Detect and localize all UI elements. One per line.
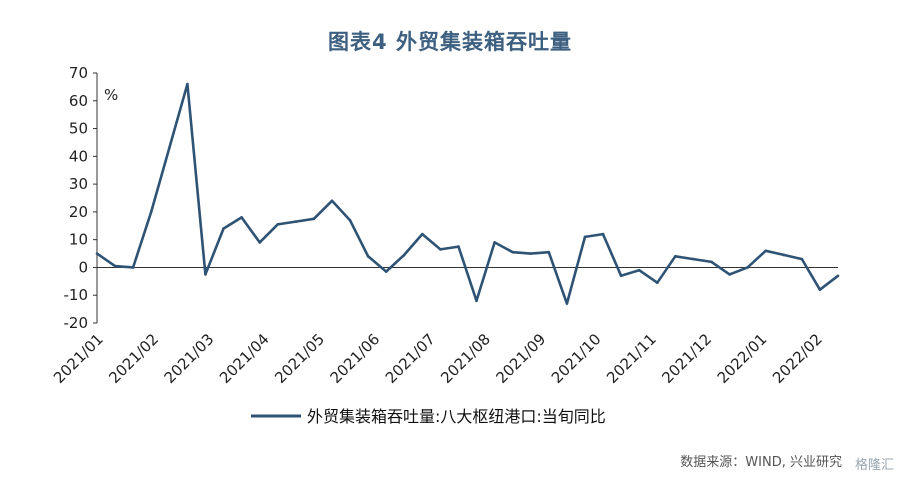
x-tick-label: 2021/11 bbox=[603, 330, 660, 387]
data-point bbox=[836, 274, 840, 278]
data-point bbox=[457, 245, 460, 248]
y-tick-label: 10 bbox=[69, 231, 88, 249]
data-point bbox=[818, 288, 822, 291]
data-point bbox=[366, 255, 370, 258]
watermark-logo: 格隆汇 bbox=[854, 458, 894, 473]
data-point bbox=[312, 217, 316, 221]
x-tick-label: 2021/05 bbox=[271, 330, 328, 387]
data-point bbox=[131, 266, 135, 269]
data-point bbox=[800, 257, 804, 261]
data-point bbox=[601, 232, 605, 236]
data-point bbox=[402, 253, 406, 257]
data-point bbox=[240, 216, 243, 219]
data-point bbox=[655, 281, 659, 285]
data-point bbox=[619, 274, 623, 278]
x-tick-label: 2021/09 bbox=[492, 330, 549, 387]
data-point bbox=[95, 252, 99, 255]
x-tick-label: 2021/03 bbox=[161, 330, 218, 387]
data-point bbox=[511, 250, 514, 254]
series-layer bbox=[95, 82, 840, 305]
y-tick-label: 0 bbox=[78, 258, 88, 276]
data-point bbox=[384, 270, 388, 273]
data-point bbox=[348, 218, 352, 222]
x-tick-label: 2021/08 bbox=[437, 330, 494, 387]
legend: 外贸集装箱吞吐量:八大枢纽港口:当旬同比 bbox=[251, 407, 606, 426]
data-point bbox=[439, 248, 442, 251]
data-point bbox=[294, 220, 298, 223]
data-point bbox=[674, 255, 677, 258]
x-tick-label: 2021/02 bbox=[105, 330, 162, 387]
y-tick-label: 70 bbox=[69, 64, 88, 82]
y-tick-label: -10 bbox=[64, 286, 89, 304]
y-tick-label: 20 bbox=[69, 203, 88, 221]
data-point bbox=[330, 199, 334, 203]
data-point bbox=[113, 264, 117, 268]
data-point bbox=[565, 302, 569, 305]
x-tick-label: 2021/04 bbox=[216, 330, 273, 387]
y-tick-label: 50 bbox=[69, 120, 88, 138]
data-point bbox=[746, 266, 749, 269]
data-point bbox=[547, 250, 551, 254]
x-tick-label: 2021/12 bbox=[658, 330, 715, 387]
series-line bbox=[96, 82, 839, 305]
x-tick-label: 2021/07 bbox=[382, 330, 439, 387]
data-point bbox=[529, 252, 533, 255]
data-point bbox=[149, 210, 153, 214]
data-point bbox=[583, 235, 587, 239]
data-point bbox=[258, 241, 261, 244]
source-note: 数据来源：WIND, 兴业研究 bbox=[680, 455, 842, 470]
x-tick-label: 2022/02 bbox=[769, 330, 826, 387]
data-point bbox=[222, 227, 225, 230]
data-point bbox=[186, 82, 189, 86]
x-tick-label: 2021/06 bbox=[327, 330, 384, 387]
data-point bbox=[493, 241, 496, 244]
data-point bbox=[167, 146, 171, 150]
y-tick-label: 60 bbox=[69, 92, 88, 110]
data-point bbox=[637, 268, 641, 272]
data-point bbox=[421, 232, 424, 236]
y-axis-label: % bbox=[104, 86, 118, 104]
data-point bbox=[782, 253, 786, 257]
y-tick-label: 40 bbox=[69, 147, 88, 165]
x-tick-label: 2021/01 bbox=[50, 330, 107, 387]
ticks: -20-100102030405060702021/012021/022021/… bbox=[50, 64, 826, 387]
data-point bbox=[276, 223, 280, 226]
data-point bbox=[764, 249, 768, 253]
legend-label: 外贸集装箱吞吐量:八大枢纽港口:当旬同比 bbox=[307, 407, 606, 426]
data-point bbox=[710, 260, 713, 264]
axes bbox=[96, 73, 838, 323]
y-tick-label: 30 bbox=[69, 175, 88, 193]
data-point bbox=[204, 273, 207, 276]
chart-title: 图表4 外贸集装箱吞吐量 bbox=[328, 30, 572, 54]
data-point bbox=[475, 299, 478, 303]
y-tick-label: -20 bbox=[64, 314, 89, 332]
x-tick-label: 2021/10 bbox=[548, 330, 605, 387]
data-point bbox=[728, 273, 731, 276]
x-tick-label: 2022/01 bbox=[714, 330, 771, 387]
data-point bbox=[692, 257, 695, 261]
